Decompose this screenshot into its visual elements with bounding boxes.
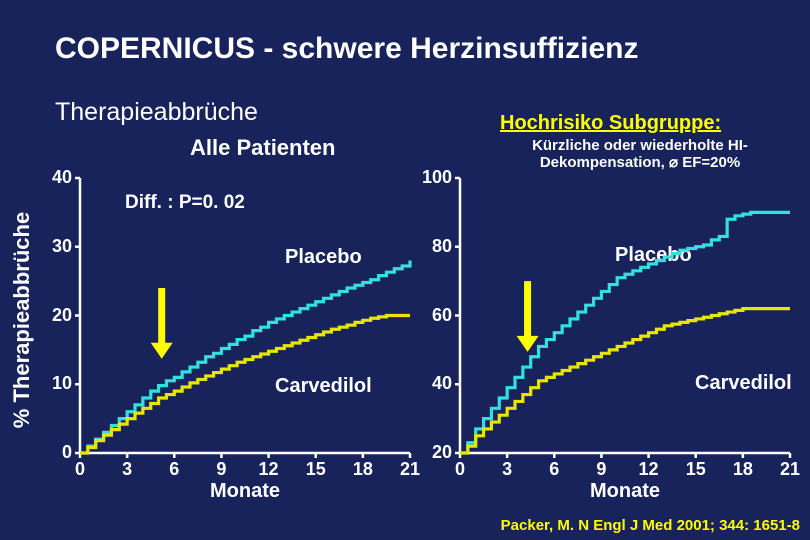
- right-chart: [455, 173, 795, 458]
- ytick-label: 20: [432, 442, 452, 463]
- ytick-label: 30: [52, 236, 72, 257]
- arrow-head-icon: [517, 336, 539, 352]
- placebo-line: [460, 212, 790, 453]
- ytick-label: 40: [52, 167, 72, 188]
- right-chart-title: Hochrisiko Subgruppe:: [500, 112, 721, 135]
- ytick-label: 10: [52, 373, 72, 394]
- xtick-label: 6: [549, 459, 559, 480]
- right-chart-sub-text: Kürzliche oder wiederholte HI- Dekompens…: [532, 137, 748, 171]
- page-title: COPERNICUS - schwere Herzinsuffizienz: [55, 32, 638, 66]
- xtick-label: 15: [306, 459, 326, 480]
- ytick-label: 20: [52, 305, 72, 326]
- xtick-label: 9: [596, 459, 606, 480]
- xtick-label: 15: [686, 459, 706, 480]
- xtick-label: 0: [75, 459, 85, 480]
- xtick-label: 18: [353, 459, 373, 480]
- page-subtitle: Therapieabbrüche: [55, 98, 258, 127]
- xtick-label: 6: [169, 459, 179, 480]
- ytick-label: 0: [62, 442, 72, 463]
- left-chart: [75, 173, 415, 458]
- ytick-label: 100: [422, 167, 452, 188]
- xtick-label: 21: [400, 459, 420, 480]
- right-x-label: Monate: [590, 480, 660, 503]
- xtick-label: 18: [733, 459, 753, 480]
- citation: Packer, M. N Engl J Med 2001; 344: 1651-…: [501, 517, 800, 534]
- xtick-label: 9: [216, 459, 226, 480]
- right-chart-sub: Kürzliche oder wiederholte HI- Dekompens…: [510, 137, 770, 172]
- carvedilol-line: [460, 309, 790, 453]
- xtick-label: 12: [639, 459, 659, 480]
- left-x-label: Monate: [210, 480, 280, 503]
- ytick-label: 60: [432, 305, 452, 326]
- xtick-label: 21: [780, 459, 800, 480]
- left-chart-label: Alle Patienten: [190, 135, 335, 161]
- xtick-label: 0: [455, 459, 465, 480]
- arrow-head-icon: [151, 343, 173, 359]
- xtick-label: 3: [502, 459, 512, 480]
- placebo-line: [80, 261, 410, 454]
- ytick-label: 80: [432, 236, 452, 257]
- ytick-label: 40: [432, 373, 452, 394]
- y-axis-label: % Therapieabbrüche: [9, 212, 35, 428]
- xtick-label: 3: [122, 459, 132, 480]
- xtick-label: 12: [259, 459, 279, 480]
